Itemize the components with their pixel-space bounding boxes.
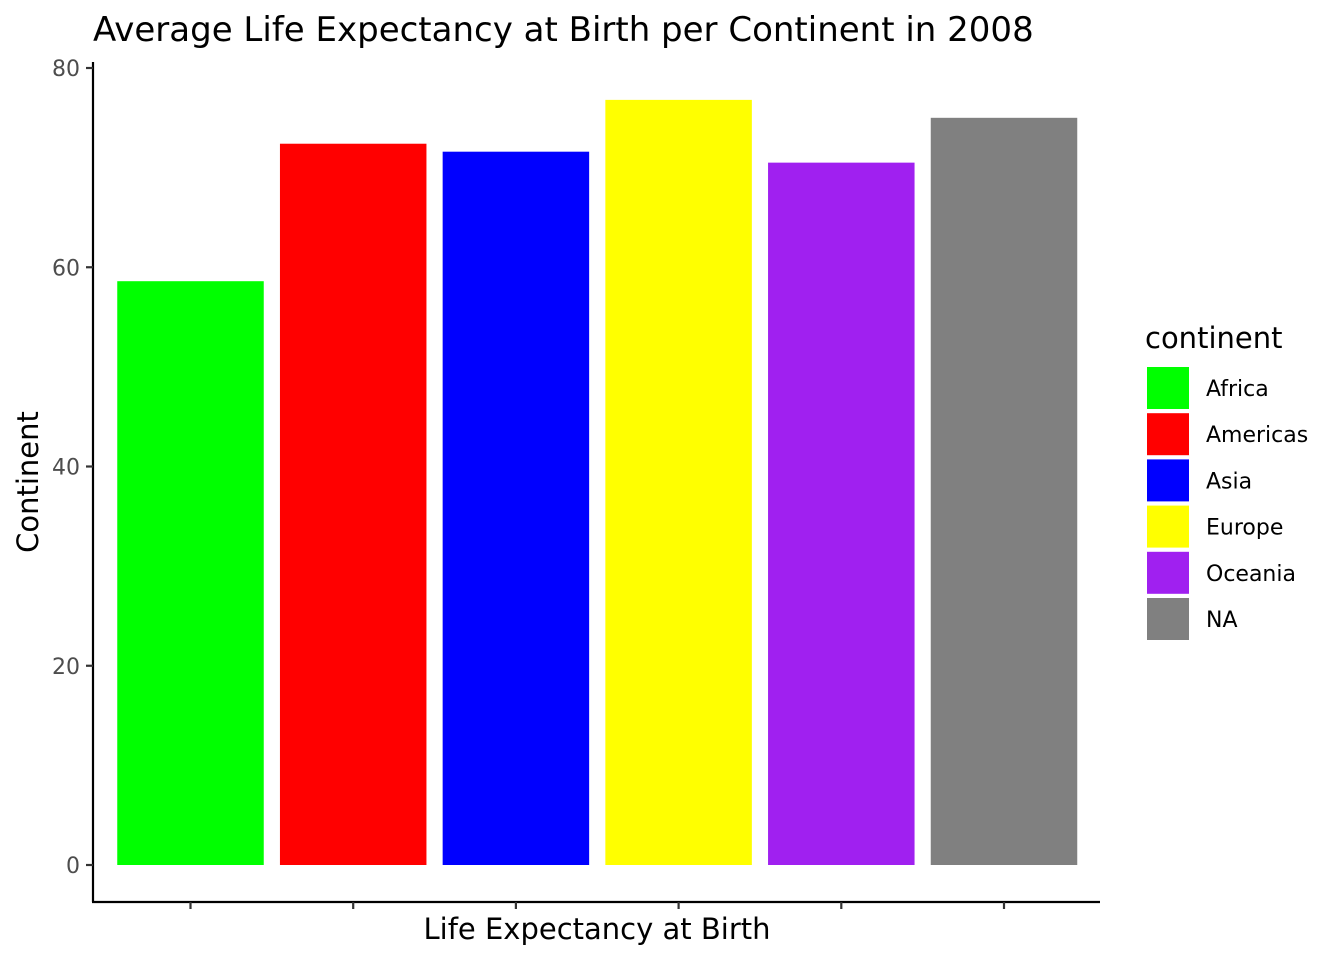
legend-title: continent: [1145, 321, 1282, 355]
y-tick-label: 0: [66, 854, 80, 879]
chart-title: Average Life Expectancy at Birth per Con…: [93, 10, 1034, 50]
legend-key-europe: [1147, 505, 1189, 548]
legend-label-americas: Americas: [1206, 423, 1308, 448]
legend-label-oceania: Oceania: [1206, 562, 1296, 587]
bar-na: [930, 117, 1078, 865]
legend-key-oceania: [1147, 551, 1189, 594]
legend-key-americas: [1147, 413, 1189, 456]
legend-label-na: NA: [1206, 608, 1238, 633]
y-tick-label: 60: [52, 256, 80, 281]
y-tick-label: 40: [52, 456, 80, 481]
y-tick-label: 80: [52, 57, 80, 82]
legend-key-asia: [1147, 459, 1189, 502]
legend-label-asia: Asia: [1206, 469, 1252, 494]
bar-asia: [442, 151, 590, 865]
bar-europe: [605, 99, 752, 865]
x-axis-ticks: [189, 902, 1006, 909]
bar-americas: [279, 143, 427, 866]
bars: [117, 99, 1078, 866]
bar-oceania: [768, 162, 915, 865]
legend-key-na: [1147, 598, 1189, 640]
y-axis-ticks: 0 20 40 60 80: [52, 57, 93, 879]
y-tick-label: 20: [52, 655, 80, 680]
y-axis-title: Continent: [11, 411, 45, 553]
legend-label-europe: Europe: [1206, 516, 1283, 541]
bar-africa: [117, 281, 264, 865]
legend-label-africa: Africa: [1206, 377, 1269, 402]
legend: continent Africa Americas Asia Europe Oceani…: [1145, 321, 1308, 640]
legend-key-africa: [1147, 367, 1189, 409]
x-axis-title: Life Expectancy at Birth: [424, 912, 771, 946]
